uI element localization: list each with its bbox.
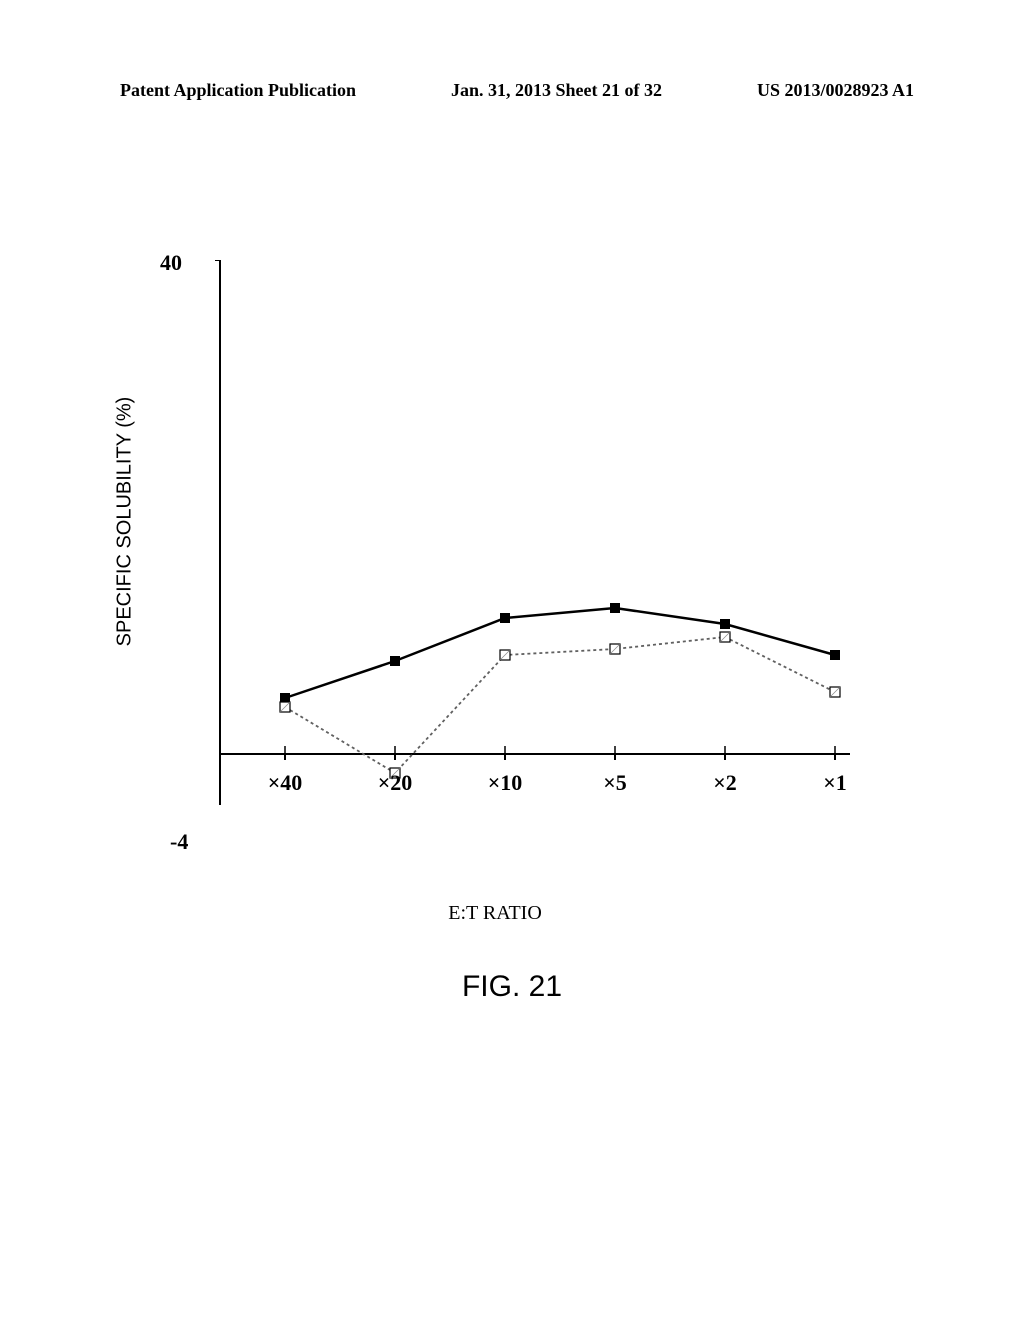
x-tick-label-5: ×1 (823, 770, 847, 796)
y-axis-min-value: -4 (170, 829, 188, 855)
series-1-marker-2 (500, 613, 510, 623)
header: Patent Application Publication Jan. 31, … (120, 80, 914, 101)
header-middle: Jan. 31, 2013 Sheet 21 of 32 (451, 80, 662, 101)
series-1-marker-5 (830, 650, 840, 660)
header-left: Patent Application Publication (120, 80, 356, 101)
figure-caption: FIG. 21 (462, 970, 562, 1004)
x-axis-label: E:T RATIO (448, 902, 542, 925)
header-right: US 2013/0028923 A1 (757, 80, 914, 101)
x-tick-label-1: ×20 (378, 770, 413, 796)
x-tick-label-0: ×40 (268, 770, 303, 796)
series-2-line (285, 637, 835, 773)
series-1-marker-1 (390, 656, 400, 666)
x-tick-label-4: ×2 (713, 770, 737, 796)
y-axis-label: SPECIFIC SOLUBILITY (%) (113, 397, 136, 647)
chart-container: 40 -4 SPECIFIC SOLUBILITY (%) (130, 250, 860, 850)
x-tick-label-2: ×10 (488, 770, 523, 796)
series-1-marker-3 (610, 603, 620, 613)
series-1-line (285, 608, 835, 698)
series-1-marker-4 (720, 619, 730, 629)
chart-svg (200, 260, 850, 820)
x-tick-label-3: ×5 (603, 770, 627, 796)
y-axis-max-value: 40 (160, 250, 182, 276)
